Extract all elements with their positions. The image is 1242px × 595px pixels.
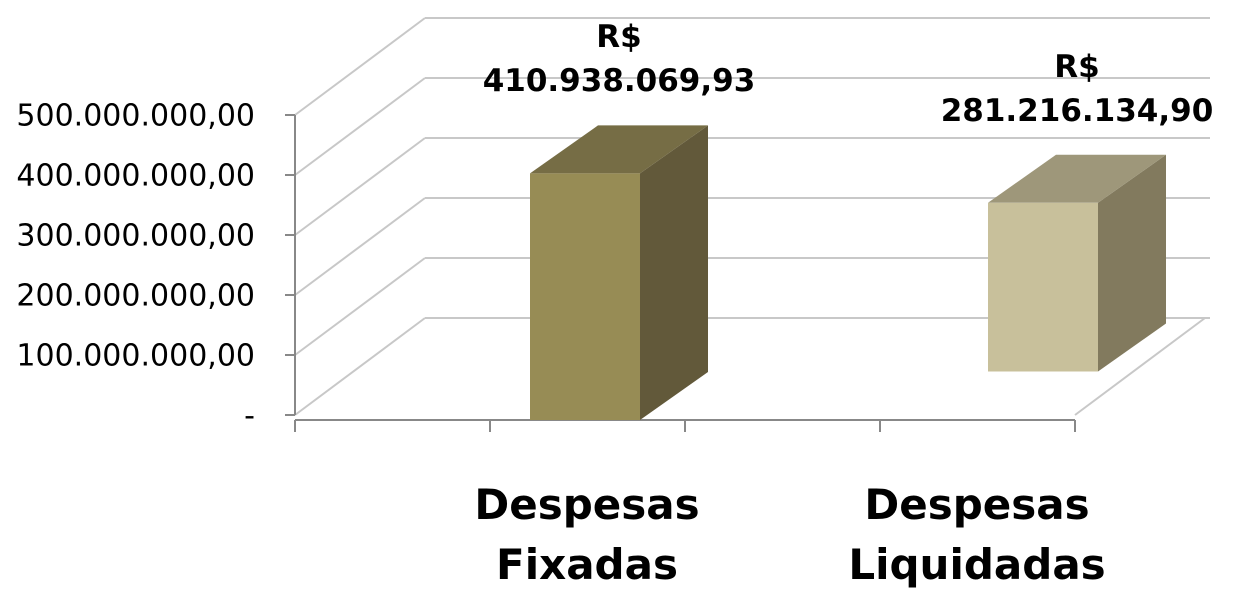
y-tick-label: 400.000.000,00 (16, 159, 255, 194)
y-tick-label: - (244, 399, 255, 434)
y-tick-label: 300.000.000,00 (16, 219, 255, 254)
x-tick-label: Despesas Fixadas (474, 480, 700, 589)
data-label: R$ 410.938.069,93 (482, 19, 756, 100)
bar-top (988, 154, 1166, 203)
grid-line (294, 17, 426, 116)
grid-line (294, 317, 426, 416)
grid-line (294, 197, 426, 296)
bar-side (1098, 154, 1166, 372)
bar-side (640, 125, 708, 420)
y-tick-label: 200.000.000,00 (16, 279, 255, 314)
x-tick-label: Despesas Liquidadas (848, 480, 1106, 589)
bar (988, 202, 1098, 372)
grid-line (294, 137, 426, 236)
bar-top (530, 125, 708, 174)
y-tick-label: 500.000.000,00 (16, 99, 255, 134)
grid-line (294, 257, 426, 356)
y-tick-label: 100.000.000,00 (16, 339, 255, 374)
grid-line (294, 77, 426, 176)
bar (530, 173, 640, 420)
data-label: R$ 281.216.134,90 (940, 48, 1214, 129)
floor-edge (1074, 317, 1206, 416)
